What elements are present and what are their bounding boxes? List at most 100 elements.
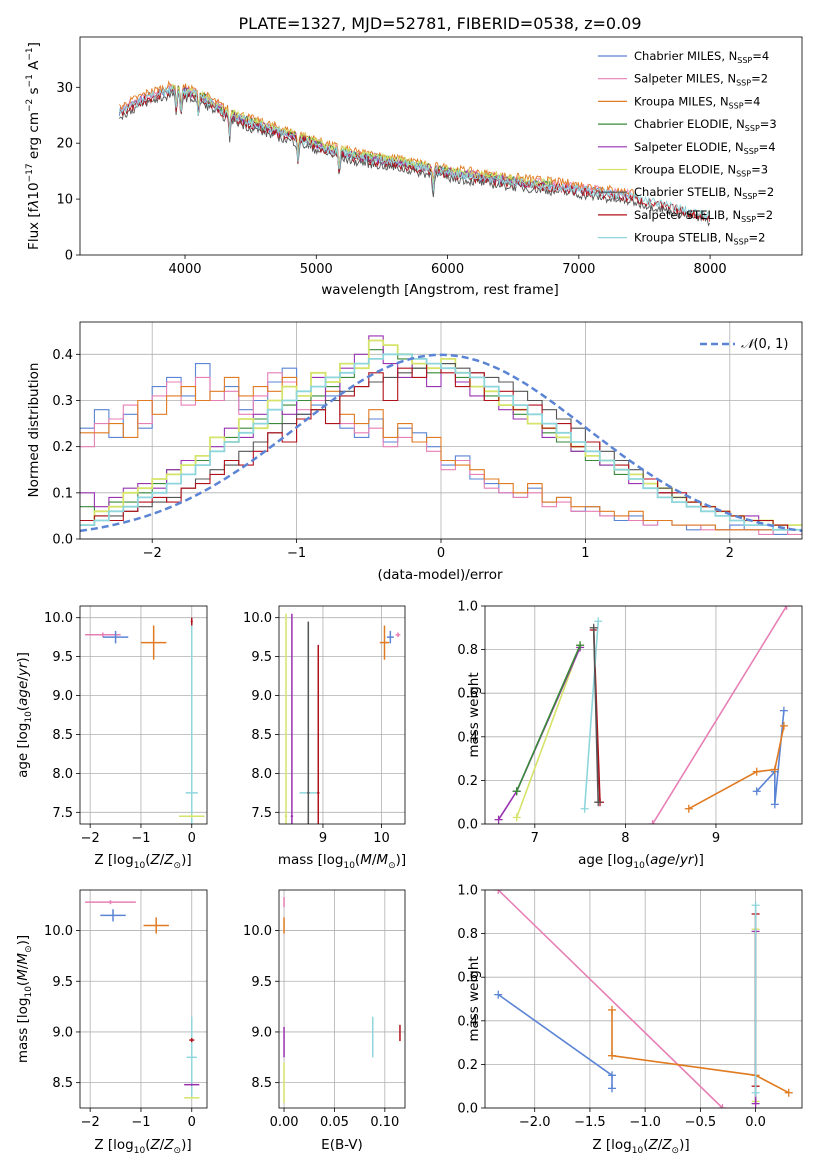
y-tick-label: 9.0 — [251, 1025, 272, 1040]
y-tick-label: 10.0 — [44, 611, 73, 626]
y-tick-label: 0.6 — [457, 971, 478, 986]
y-tick-label: 0.0 — [457, 1102, 478, 1117]
y-tick-label: 8.5 — [251, 728, 272, 743]
histogram-kroupa-stelib — [80, 353, 802, 531]
weight-line-chabrier-elodie — [515, 644, 581, 792]
y-tick-label: 8.5 — [251, 1076, 272, 1091]
plot-area — [284, 613, 401, 824]
y-tick-label: 0.2 — [52, 440, 73, 455]
legend-label-kroupa-miles: Kroupa MILES, NSSP=4 — [634, 94, 760, 110]
x-tick-label: −1 — [287, 546, 306, 561]
weight-line-kroupa-miles — [688, 725, 785, 810]
y-tick-label: 0.8 — [457, 927, 478, 942]
x-tick-label: 10 — [373, 831, 390, 846]
weight-line-salpeter-miles — [497, 890, 724, 1108]
y-tick-label: 0.2 — [457, 774, 478, 789]
legend-label-salpeter-miles: Salpeter MILES, NSSP=2 — [634, 72, 768, 88]
y-tick-label: 30 — [56, 81, 73, 96]
plot-area — [85, 900, 200, 1099]
x-tick-label: 9 — [712, 831, 720, 846]
weight-line-salpeter-miles — [651, 606, 788, 824]
legend-label-chabrier-elodie: Chabrier ELODIE, NSSP=3 — [634, 117, 777, 133]
spectrum-xlabel: wavelength [Angstrom, rest frame] — [321, 282, 559, 298]
axes-frame — [484, 605, 803, 825]
weight-line-chabrier-miles — [497, 993, 613, 1089]
y-tick-label: 0.4 — [457, 730, 478, 745]
plot-area — [494, 606, 791, 824]
y-tick-label: 0 — [65, 249, 73, 264]
x-tick-label: 0.05 — [320, 1115, 349, 1130]
spectrum-ylabel: Flux [fλ10−17 erg cm−2 s−1 A−1] — [25, 42, 42, 250]
y-tick-label: 7.5 — [52, 806, 73, 821]
y-tick-label: 1.0 — [457, 884, 478, 899]
x-tick-label: −0.5 — [685, 1115, 717, 1130]
mass-z-ylabel: mass [log10(M/M⊙)] — [15, 935, 34, 1063]
axes-frame — [79, 36, 803, 256]
spectrum-salpeter-stelib-line — [119, 88, 711, 222]
weight-line-chabrier-miles — [756, 710, 785, 805]
y-tick-label: 9.5 — [52, 650, 73, 665]
y-tick-label: 0.6 — [457, 687, 478, 702]
plot-area — [118, 79, 711, 227]
x-tick-label: 9 — [319, 831, 327, 846]
x-tick-label: 0 — [188, 1115, 196, 1130]
legend-label-salpeter-elodie: Salpeter ELODIE, NSSP=4 — [634, 140, 776, 156]
x-tick-label: −1.5 — [574, 1115, 606, 1130]
y-tick-label: 10.0 — [243, 611, 272, 626]
axes-frame — [278, 889, 406, 1109]
weight-z-ylabel: mass weight — [466, 956, 482, 1041]
axes-frame — [79, 321, 803, 540]
plot-area — [494, 890, 793, 1108]
weight-z-xlabel: Z [log10(Z/Z⊙)] — [592, 1137, 689, 1156]
plot-area — [85, 617, 205, 824]
legend-label-chabrier-stelib: Chabrier STELIB, NSSP=2 — [634, 185, 774, 201]
mass-vs-ebv-panel: 0.00 0.05 0.10 8.5 9.0 9.5 10.0 — [243, 889, 406, 1130]
x-tick-label: 0.00 — [270, 1115, 299, 1130]
mass-vs-metallicity-panel: −2 −1 0 8.5 9.0 9.5 10.0 — [44, 889, 208, 1130]
axes-frame — [79, 889, 208, 1109]
residuals-panel: −2 −1 0 1 2 0.0 0.1 0.2 0.3 0.4 — [52, 321, 803, 561]
x-tick-label: −2 — [81, 831, 100, 846]
weight-age-ylabel: mass weight — [466, 672, 482, 757]
weight-vs-age-panel: 7 8 9 0.0 0.2 0.4 0.6 0.8 1.0 — [457, 600, 803, 846]
weight-line-chabrier-stelib — [592, 627, 599, 803]
plot-area — [283, 897, 401, 1103]
axes-frame — [79, 605, 208, 825]
age-vs-metallicity-panel: −2 −1 0 7.5 8.0 8.5 9.0 9.5 10.0 — [44, 605, 208, 846]
spectrum-legend: Chabrier MILES, NSSP=4 Salpeter MILES, NS… — [598, 49, 777, 247]
y-tick-label: 0.8 — [457, 643, 478, 658]
x-tick-label: −2 — [143, 546, 162, 561]
x-tick-label: 0.10 — [370, 1115, 399, 1130]
spectrum-panel: 4000 5000 6000 7000 8000 0 10 20 30 — [56, 36, 803, 277]
y-tick-label: 0.0 — [52, 533, 73, 548]
y-tick-label: 8.0 — [52, 767, 73, 782]
plot-area — [80, 335, 802, 535]
age-vs-mass-panel: 9 10 7.5 8.0 8.5 9.0 9.5 10.0 — [243, 605, 406, 846]
age-mass-xlabel: mass [log10(M/M⊙)] — [278, 852, 406, 871]
x-tick-label: −1.0 — [629, 1115, 661, 1130]
y-tick-label: 9.5 — [251, 650, 272, 665]
y-tick-label: 10.0 — [243, 924, 272, 939]
legend-label-chabrier-miles: Chabrier MILES, NSSP=4 — [634, 49, 769, 65]
x-tick-label: 0 — [188, 831, 196, 846]
residuals-ylabel: Normed distribution — [26, 363, 42, 498]
x-tick-label: 5000 — [300, 262, 333, 277]
axes-frame — [278, 605, 406, 825]
x-tick-label: 8 — [621, 831, 629, 846]
y-tick-label: 0.3 — [52, 394, 73, 409]
x-tick-label: 7000 — [562, 262, 595, 277]
x-tick-label: −2.0 — [519, 1115, 551, 1130]
y-tick-label: 0.1 — [52, 486, 73, 501]
gaussian-legend-label: 𝒩(0, 1) — [741, 337, 788, 352]
y-tick-label: 0.2 — [457, 1058, 478, 1073]
spectrum-kroupa-stelib-line — [118, 85, 710, 220]
y-tick-label: 1.0 — [457, 600, 478, 615]
legend-label-kroupa-elodie: Kroupa ELODIE, NSSP=3 — [634, 163, 768, 179]
y-tick-label: 10 — [56, 193, 73, 208]
histogram-kroupa-miles — [80, 376, 802, 531]
y-tick-label: 9.5 — [251, 975, 272, 990]
axes-frame — [484, 889, 803, 1109]
y-tick-label: 0.4 — [52, 348, 73, 363]
x-tick-label: 4000 — [168, 262, 201, 277]
